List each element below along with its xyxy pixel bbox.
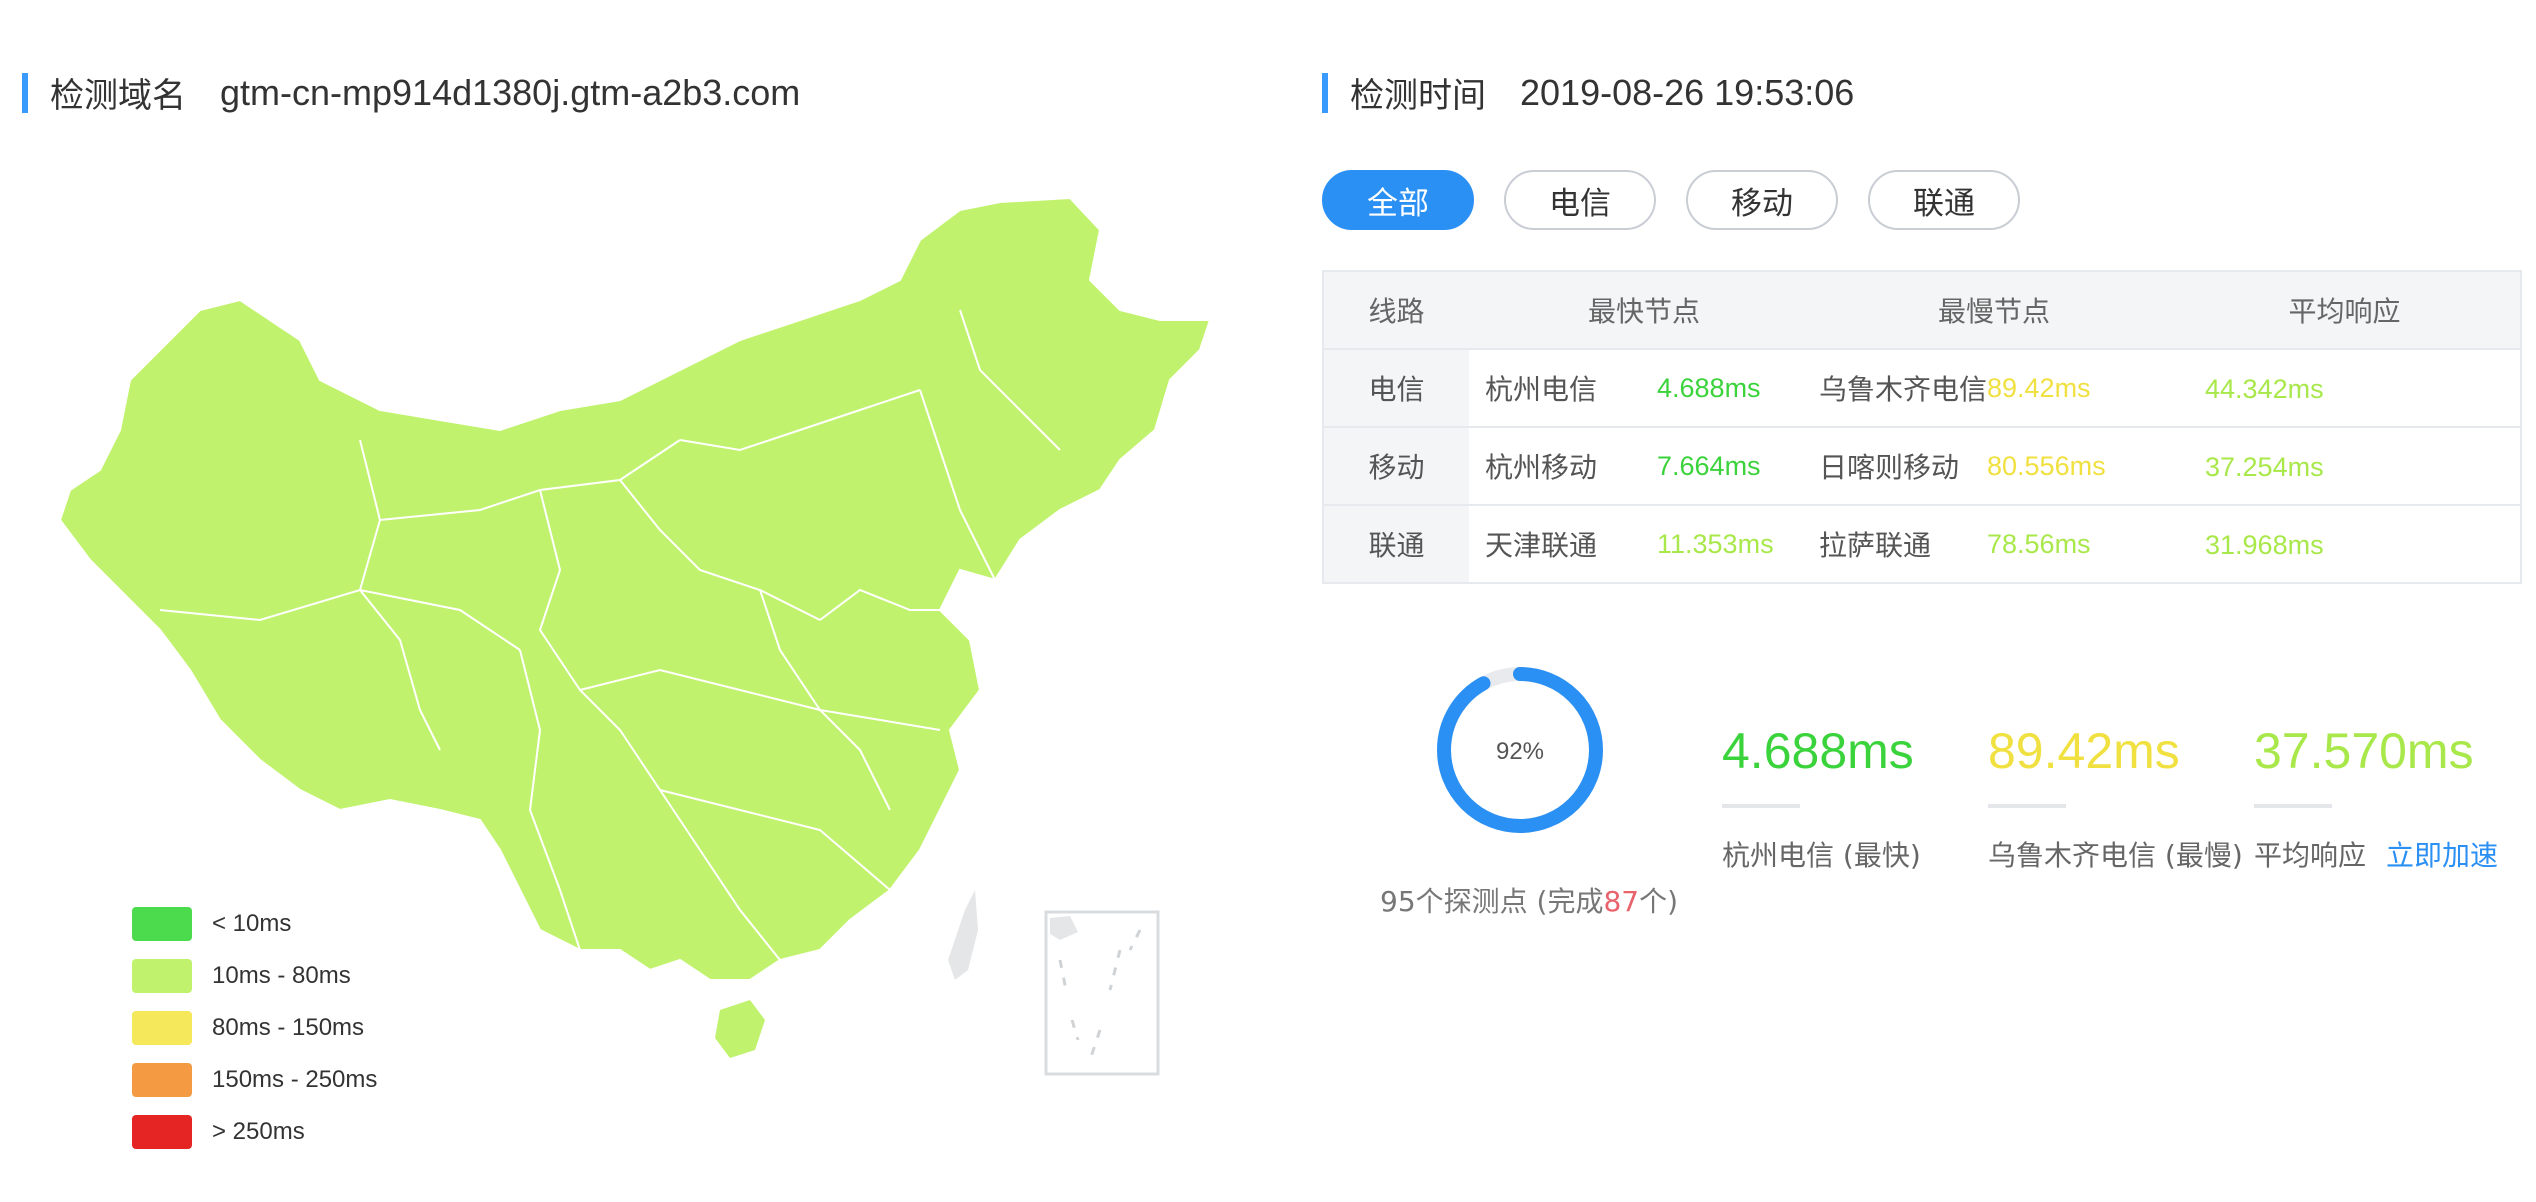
slowest-caption: 乌鲁木齐电信 (最慢) [1988, 839, 2243, 872]
slow-node: 拉萨联通 [1819, 529, 1932, 562]
legend-item: 80ms - 150ms [132, 1002, 377, 1054]
probe-done-count: 87 [1603, 885, 1640, 918]
legend-swatch [132, 1115, 192, 1149]
probe-total: 95个探测点 (完成 [1380, 885, 1604, 918]
china-latency-map[interactable] [58, 190, 1240, 1090]
check-time-value: 2019-08-26 19:53:06 [1520, 71, 1855, 113]
average-caption-row: 平均响应 立即加速 [2254, 834, 2498, 874]
fast-cell: 杭州电信 4.688ms [1469, 348, 1819, 427]
tab-telecom[interactable]: 电信 [1504, 170, 1656, 230]
table-header-row: 线路 最快节点 最慢节点 平均响应 [1323, 271, 2521, 349]
china-map-svg [58, 196, 1212, 1076]
progress-percent: 92% [1496, 738, 1544, 765]
progress-ring: 92% [1430, 660, 1610, 840]
slow-ms: 80.556ms [1987, 450, 2106, 481]
domain-header: 检测域名 gtm-cn-mp914d1380j.gtm-a2b3.com [22, 68, 800, 117]
avg-cell: 37.254ms [2169, 426, 2521, 505]
fast-ms: 4.688ms [1657, 372, 1761, 403]
mainland-region[interactable] [58, 196, 1212, 981]
average-value: 37.570ms [2254, 723, 2474, 779]
line-name: 联通 [1323, 504, 1469, 583]
legend-label: 10ms - 80ms [212, 962, 351, 989]
tab-mobile[interactable]: 移动 [1686, 170, 1838, 230]
stat-divider [1988, 804, 2066, 808]
slow-cell: 乌鲁木齐电信 89.42ms [1819, 348, 2169, 427]
hainan-island[interactable] [715, 1000, 765, 1058]
fast-node: 天津联通 [1485, 529, 1598, 562]
slow-ms: 78.56ms [1987, 528, 2091, 559]
fast-node: 杭州移动 [1485, 451, 1598, 484]
slow-node: 日喀则移动 [1819, 451, 1960, 484]
tab-unicom[interactable]: 联通 [1868, 170, 2020, 230]
slowest-stat: 89.42ms 乌鲁木齐电信 (最慢) [1988, 722, 2243, 874]
title-accent-bar [1322, 72, 1328, 113]
fast-ms: 7.664ms [1657, 450, 1761, 481]
average-caption: 平均响应 [2254, 839, 2367, 872]
south-china-sea-inset [1044, 910, 1160, 1076]
isp-filter-tabs: 全部 电信 移动 联通 [1322, 170, 2020, 230]
legend-swatch [132, 1063, 192, 1097]
legend-swatch [132, 1011, 192, 1045]
domain-label: 检测域名 [50, 76, 186, 116]
fast-cell: 天津联通 11.353ms [1469, 504, 1819, 583]
col-header-fast: 最快节点 [1469, 271, 1819, 349]
avg-ms: 31.968ms [2205, 529, 2324, 560]
tab-all[interactable]: 全部 [1322, 170, 1474, 230]
fastest-stat: 4.688ms 杭州电信 (最快) [1722, 722, 1921, 874]
legend-label: < 10ms [212, 910, 292, 937]
slow-cell: 拉萨联通 78.56ms [1819, 504, 2169, 583]
legend-swatch [132, 959, 192, 993]
taiwan-island [948, 890, 978, 980]
legend-label: 80ms - 150ms [212, 1014, 365, 1041]
legend-item: > 250ms [132, 1106, 377, 1158]
col-header-slow: 最慢节点 [1819, 271, 2169, 349]
table-row: 联通 天津联通 11.353ms 拉萨联通 78.56ms 31.968ms [1323, 504, 2521, 583]
col-header-avg: 平均响应 [2169, 271, 2521, 349]
line-latency-table: 线路 最快节点 最慢节点 平均响应 电信 杭州电信 4.688ms 乌鲁木齐电信… [1322, 270, 2522, 584]
progress-ring-svg: 92% [1437, 667, 1603, 833]
table-row: 电信 杭州电信 4.688ms 乌鲁木齐电信 89.42ms 44.342ms [1323, 348, 2521, 427]
province-borders [159, 309, 1061, 961]
stat-divider [1722, 804, 1800, 808]
latency-legend: < 10ms 10ms - 80ms 80ms - 150ms 150ms - … [132, 898, 377, 1158]
fast-node: 杭州电信 [1485, 373, 1598, 406]
avg-ms: 37.254ms [2205, 451, 2324, 482]
legend-label: > 250ms [212, 1118, 305, 1145]
fastest-value: 4.688ms [1722, 723, 1914, 779]
line-name: 电信 [1323, 348, 1469, 427]
legend-item: < 10ms [132, 898, 377, 950]
speedup-link[interactable]: 立即加速 [2386, 839, 2499, 872]
table-row: 移动 杭州移动 7.664ms 日喀则移动 80.556ms 37.254ms [1323, 426, 2521, 505]
avg-cell: 31.968ms [2169, 504, 2521, 583]
avg-cell: 44.342ms [2169, 348, 2521, 427]
domain-value: gtm-cn-mp914d1380j.gtm-a2b3.com [220, 71, 801, 113]
average-stat: 37.570ms 平均响应 立即加速 [2254, 722, 2498, 874]
line-name: 移动 [1323, 426, 1469, 505]
col-header-line: 线路 [1323, 271, 1469, 349]
progress-ring-arc [1437, 667, 1603, 833]
legend-swatch [132, 907, 192, 941]
fast-cell: 杭州移动 7.664ms [1469, 426, 1819, 505]
legend-label: 150ms - 250ms [212, 1066, 378, 1093]
stat-divider [2254, 804, 2332, 808]
check-time-header: 检测时间 2019-08-26 19:53:06 [1322, 68, 1854, 117]
fastest-caption: 杭州电信 (最快) [1722, 839, 1921, 872]
slowest-value: 89.42ms [1988, 723, 2180, 779]
probe-suffix: 个) [1639, 885, 1679, 918]
title-accent-bar [22, 72, 28, 113]
slow-ms: 89.42ms [1987, 372, 2091, 403]
legend-item: 150ms - 250ms [132, 1054, 377, 1106]
probe-count: 95个探测点 (完成87个) [1380, 880, 1678, 920]
check-time-label: 检测时间 [1350, 76, 1486, 116]
slow-node: 乌鲁木齐电信 [1819, 373, 1988, 406]
avg-ms: 44.342ms [2205, 373, 2324, 404]
slow-cell: 日喀则移动 80.556ms [1819, 426, 2169, 505]
fast-ms: 11.353ms [1657, 528, 1774, 559]
legend-item: 10ms - 80ms [132, 950, 377, 1002]
